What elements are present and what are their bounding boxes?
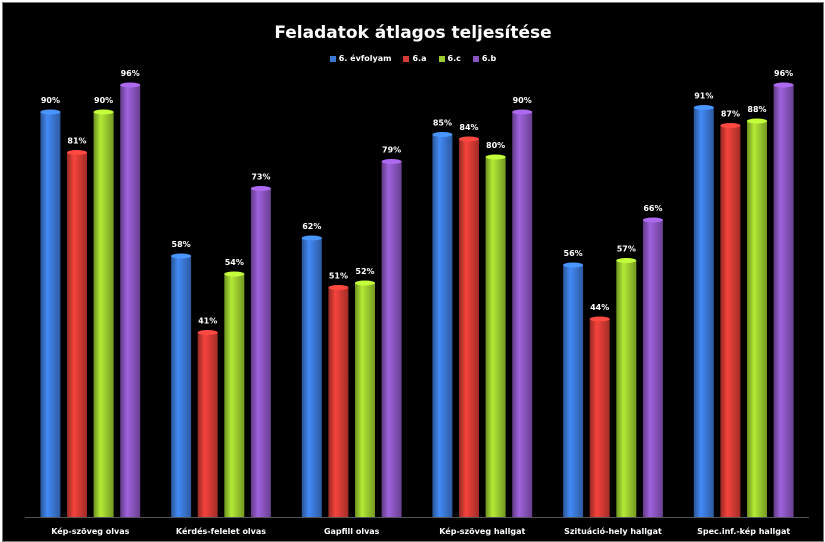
- bar: [250, 188, 271, 517]
- bar: [67, 152, 87, 517]
- bar: [773, 85, 794, 517]
- bar: [563, 265, 584, 517]
- bar-cap: [589, 316, 610, 322]
- bar-cap: [301, 235, 322, 241]
- chart-title: Feladatok átlagos teljesítése: [274, 23, 552, 43]
- data-label: 91%: [694, 92, 713, 101]
- bar: [512, 112, 533, 517]
- bar: [642, 220, 663, 517]
- data-label: 90%: [41, 96, 60, 105]
- data-label: 52%: [355, 267, 374, 276]
- bar: [381, 161, 402, 517]
- legend-item: 6.c: [438, 54, 461, 63]
- data-label: 57%: [617, 245, 636, 254]
- bar-cap: [381, 159, 402, 164]
- data-label: 81%: [67, 137, 86, 146]
- data-label: 58%: [172, 240, 191, 249]
- data-label: 66%: [643, 204, 662, 213]
- bar-cap: [120, 82, 141, 88]
- data-label: 88%: [747, 105, 766, 114]
- data-label: 90%: [94, 96, 113, 105]
- bar: [693, 107, 714, 517]
- bar: [355, 283, 375, 517]
- legend-swatch: [472, 55, 479, 62]
- bar-cap: [563, 262, 584, 268]
- bar: [328, 287, 349, 517]
- bar: [459, 139, 479, 517]
- legend-item: 6. évfolyam: [329, 54, 392, 63]
- bar-cap: [485, 154, 506, 160]
- bar-cap: [40, 109, 61, 115]
- bar-cap: [197, 330, 218, 335]
- bar-cap: [459, 136, 479, 142]
- bar-cap: [642, 217, 663, 223]
- bar: [93, 112, 114, 517]
- legend-label: 6.c: [447, 54, 461, 63]
- data-label: 90%: [513, 96, 532, 105]
- bar: [616, 260, 637, 517]
- plot-area: 90% 81% 90% 96% 58% 41% 54% 73% 62% 51% 52% 79% 85% 8…: [25, 69, 809, 536]
- legend-item: 6.a: [403, 54, 427, 63]
- data-label: 73%: [251, 173, 270, 182]
- bar: [224, 274, 245, 517]
- data-label: 51%: [329, 272, 348, 281]
- data-label: 87%: [721, 110, 740, 119]
- bar: [301, 238, 322, 517]
- data-label: 85%: [433, 119, 452, 128]
- bar: [720, 125, 741, 517]
- data-label: 62%: [302, 222, 321, 231]
- legend-swatch: [329, 55, 336, 62]
- data-label: 80%: [486, 141, 505, 150]
- legend-label: 6.a: [412, 54, 427, 63]
- x-tick-label: Gapfill olvas: [324, 527, 380, 536]
- data-label: 96%: [774, 69, 793, 78]
- bar-cap: [512, 109, 533, 115]
- bar-cap: [432, 132, 453, 137]
- bar: [197, 332, 218, 517]
- legend-label: 6. évfolyam: [338, 54, 392, 63]
- bar: [432, 134, 453, 517]
- bar: [589, 319, 610, 517]
- bar-cap: [693, 105, 714, 110]
- legend-item: 6.b: [472, 54, 497, 63]
- x-tick-label: Kérdés-felelet olvas: [176, 526, 266, 536]
- bar-cap: [328, 285, 349, 290]
- data-label: 79%: [382, 146, 401, 155]
- bar-cap: [93, 109, 114, 115]
- x-axis: Kép-szöveg olvas Kérdés-felelet olvas Gapf…: [25, 517, 809, 536]
- legend-swatch: [438, 55, 445, 62]
- x-tick-label: Kép-szöveg olvas: [51, 526, 129, 536]
- data-label: 54%: [225, 258, 244, 267]
- bar-cap: [616, 258, 637, 263]
- bar: [747, 121, 767, 517]
- x-tick-label: Kép-szöveg hallgat: [439, 526, 525, 536]
- bar: [120, 85, 141, 517]
- data-label: 84%: [459, 123, 478, 132]
- legend: 6. évfolyam 6.a 6.c 6.b: [3, 54, 823, 63]
- bar-cap: [747, 118, 767, 124]
- data-label: 96%: [121, 69, 140, 78]
- legend-swatch: [403, 55, 410, 62]
- legend-label: 6.b: [481, 54, 497, 63]
- bar-cap: [171, 253, 192, 259]
- bar-cap: [720, 123, 741, 128]
- bar-cap: [773, 82, 794, 88]
- bar-cap: [67, 150, 87, 155]
- bars-layer: [40, 82, 794, 517]
- x-tick-label: Szituáció-hely hallgat: [564, 526, 662, 536]
- bar: [171, 256, 192, 517]
- bar-cap: [355, 280, 375, 286]
- data-label: 41%: [198, 317, 217, 326]
- data-label: 56%: [564, 249, 583, 258]
- data-label: 44%: [590, 303, 609, 312]
- x-tick-label: Spec.inf.-kép hallgat: [697, 526, 790, 536]
- bar: [40, 112, 61, 517]
- data-labels-layer: 90% 81% 90% 96% 58% 41% 54% 73% 62% 51% 52% 79% 85% 8…: [41, 69, 793, 326]
- bar: [485, 157, 506, 517]
- bar-cap: [224, 271, 245, 277]
- bar-cap: [250, 186, 271, 191]
